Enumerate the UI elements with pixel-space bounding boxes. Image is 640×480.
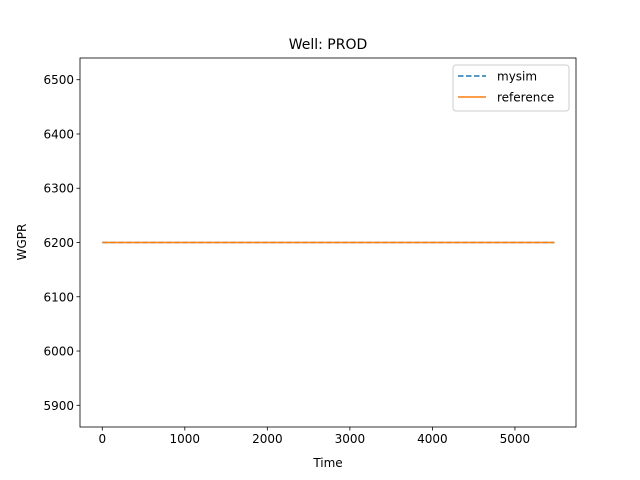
x-tick-label: 1000 — [170, 432, 201, 446]
x-tick-label: 3000 — [335, 432, 366, 446]
y-tick-label: 6200 — [43, 236, 74, 250]
y-tick-label: 6300 — [43, 182, 74, 196]
x-tick-label: 4000 — [417, 432, 448, 446]
x-tick-label: 5000 — [500, 432, 531, 446]
chart-title: Well: PROD — [289, 37, 368, 53]
x-axis-ticks: 0 1000 2000 3000 4000 5000 — [98, 427, 530, 446]
y-axis-label: WGPR — [15, 224, 29, 261]
y-tick-label: 6400 — [43, 127, 74, 141]
x-tick-label: 0 — [98, 432, 106, 446]
y-tick-label: 6100 — [43, 290, 74, 304]
legend-label-mysim: mysim — [497, 70, 537, 84]
y-axis-ticks: 5900 6000 6100 6200 6300 6400 6500 — [43, 73, 80, 413]
y-tick-label: 6500 — [43, 73, 74, 87]
y-tick-label: 5900 — [43, 399, 74, 413]
x-tick-label: 2000 — [252, 432, 283, 446]
legend-label-reference: reference — [497, 91, 554, 105]
y-tick-label: 6000 — [43, 345, 74, 359]
legend: mysim reference — [452, 64, 570, 112]
x-axis-label: Time — [312, 456, 342, 470]
